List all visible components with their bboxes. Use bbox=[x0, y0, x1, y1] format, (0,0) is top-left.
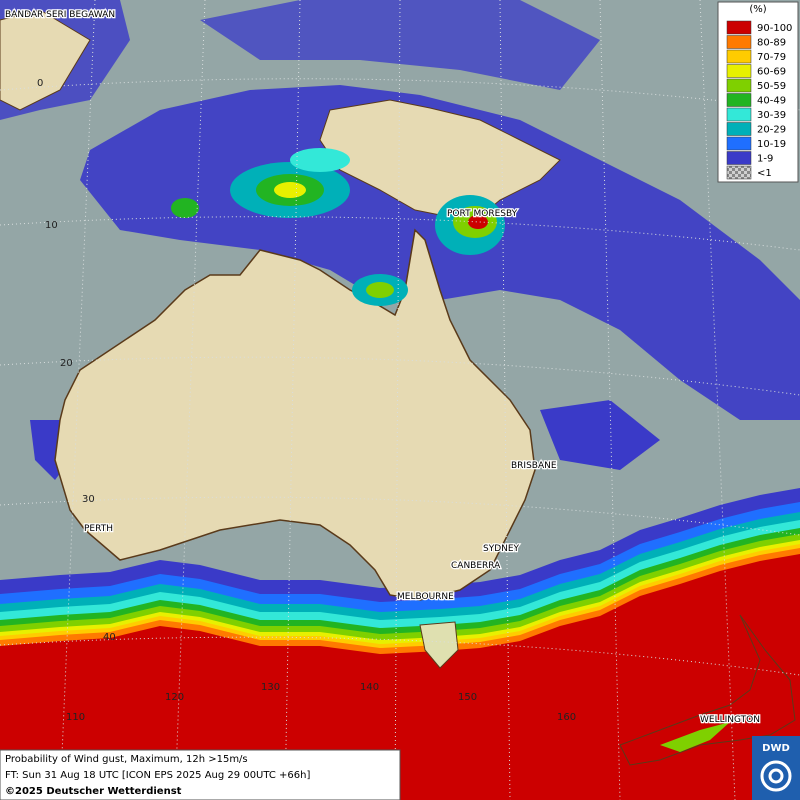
legend-label: <1 bbox=[757, 168, 772, 179]
graticule-line bbox=[699, 0, 736, 800]
legend-swatch bbox=[726, 107, 752, 122]
legend-label: 1-9 bbox=[757, 154, 773, 165]
latitude-label: 40 bbox=[103, 632, 116, 643]
place-label: BRISBANE bbox=[511, 461, 557, 471]
legend-swatch bbox=[726, 122, 752, 136]
land bbox=[0, 9, 91, 111]
probability-band bbox=[540, 400, 660, 470]
legend-swatch bbox=[726, 20, 752, 35]
legend-label: 20-29 bbox=[757, 125, 786, 136]
probability-area bbox=[171, 198, 199, 218]
latitude-label: 0 bbox=[37, 78, 43, 89]
place-label: CANBERRA bbox=[451, 561, 501, 571]
graticule-line bbox=[174, 0, 206, 800]
longitude-label: 160 bbox=[557, 712, 576, 723]
probability-area bbox=[274, 182, 306, 198]
caption-box bbox=[0, 749, 401, 800]
legend-label: 80-89 bbox=[757, 38, 786, 49]
latitude-label: 20 bbox=[60, 358, 73, 369]
place-label: PERTH bbox=[84, 524, 113, 534]
legend-swatch bbox=[726, 136, 752, 151]
logo-symbol bbox=[768, 768, 784, 784]
longitude-label: 150 bbox=[458, 692, 477, 703]
logo-text: DWD bbox=[762, 743, 790, 754]
place-label: PORT MORESBY bbox=[447, 209, 518, 219]
legend-label: 10-19 bbox=[757, 139, 786, 150]
probability-band bbox=[619, 614, 796, 766]
graticule-line bbox=[599, 0, 621, 800]
probability-band bbox=[0, 554, 800, 800]
graticule-line bbox=[394, 0, 401, 800]
place-label: WELLINGTON bbox=[700, 715, 760, 725]
legend-swatch bbox=[726, 35, 752, 49]
longitude-label: 120 bbox=[165, 692, 184, 703]
land bbox=[319, 99, 561, 226]
land bbox=[419, 621, 459, 669]
map-labels: 0 10 20 30 40 110 120 130 140 150 160 BANDAR SERI B… bbox=[4, 9, 761, 727]
place-label: BANDAR SERI BEGAWAN bbox=[5, 10, 115, 20]
probability-band bbox=[660, 722, 730, 752]
legend-label: 40-49 bbox=[757, 96, 786, 107]
probability-area bbox=[366, 282, 394, 298]
latitude-label: 30 bbox=[82, 494, 95, 505]
caption-copyright: ©2025 Deutscher Wetterdienst bbox=[5, 786, 182, 797]
caption: Probability of Wind gust, Maximum, 12h >… bbox=[0, 749, 401, 800]
legend-swatch bbox=[726, 78, 752, 93]
graticule-line bbox=[59, 0, 96, 800]
probability-area bbox=[290, 148, 350, 172]
land bbox=[54, 228, 536, 601]
graticule-line bbox=[0, 496, 800, 536]
legend-label: 30-39 bbox=[757, 110, 786, 121]
latitude-label: 10 bbox=[45, 220, 58, 231]
caption-forecast-time: FT: Sun 31 Aug 18 UTC [ICON EPS 2025 Aug… bbox=[5, 770, 310, 781]
legend: (%) 90-100 80-89 70-79 60-69 50-59 40-49 30-39… bbox=[717, 1, 799, 183]
graticule-line bbox=[0, 78, 800, 111]
graticule-line bbox=[284, 0, 301, 800]
legend-swatch bbox=[726, 151, 752, 165]
longitude-label: 130 bbox=[261, 682, 280, 693]
place-label: MELBOURNE bbox=[397, 592, 454, 602]
logo: DWD bbox=[752, 736, 800, 800]
graticule-line bbox=[499, 0, 511, 800]
legend-label: 90-100 bbox=[757, 23, 792, 34]
probability-area bbox=[468, 215, 488, 229]
legend-swatch bbox=[726, 165, 752, 180]
graticule-line bbox=[0, 356, 800, 396]
legend-title: (%) bbox=[749, 4, 766, 15]
caption-product: Probability of Wind gust, Maximum, 12h >… bbox=[5, 754, 248, 765]
legend-swatch bbox=[726, 49, 752, 64]
legend-swatch bbox=[726, 64, 752, 78]
place-label: SYDNEY bbox=[483, 544, 520, 554]
legend-swatch bbox=[726, 93, 752, 107]
longitude-label: 140 bbox=[360, 682, 379, 693]
graticule-line bbox=[0, 636, 800, 676]
logo-symbol bbox=[760, 760, 792, 792]
longitude-label: 110 bbox=[66, 712, 85, 723]
graticule-line bbox=[0, 216, 800, 251]
legend-label: 70-79 bbox=[757, 52, 786, 63]
legend-label: 50-59 bbox=[757, 81, 786, 92]
legend-label: 60-69 bbox=[757, 67, 786, 78]
